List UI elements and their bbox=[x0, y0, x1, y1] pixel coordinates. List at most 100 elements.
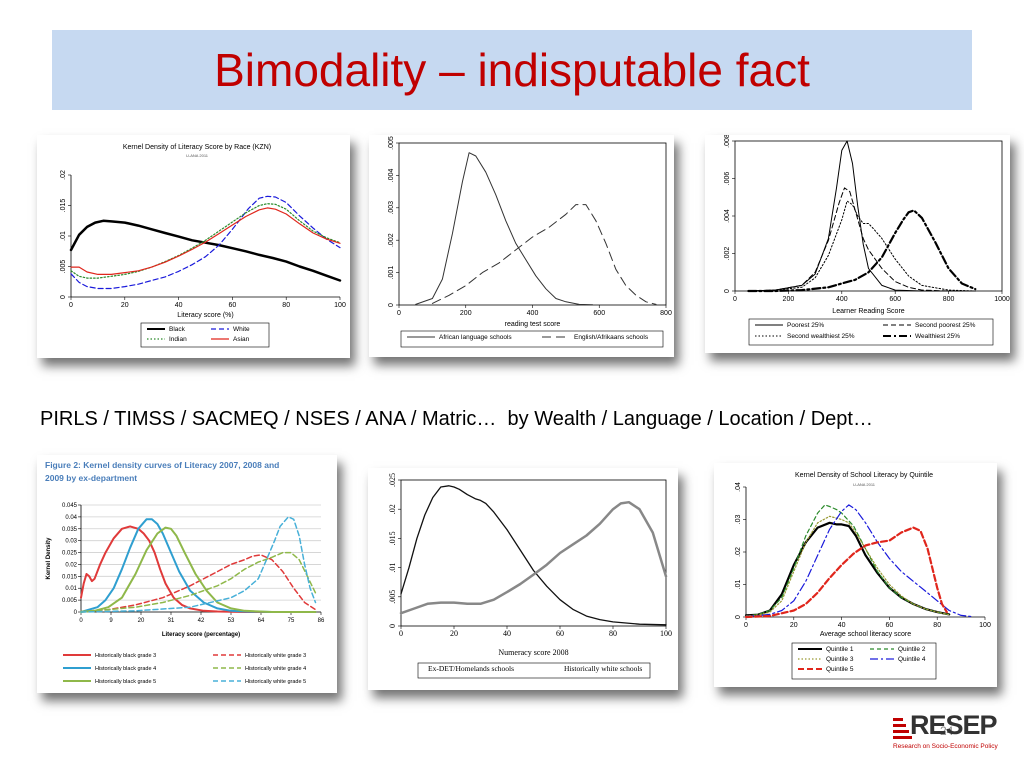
x-tick-label: 9 bbox=[109, 618, 113, 624]
legend-label: Ex-DET/Homelands schools bbox=[428, 664, 514, 673]
chart-title-line: 2009 by ex-department bbox=[45, 473, 137, 483]
x-tick-label: 600 bbox=[593, 310, 605, 317]
series-line-0 bbox=[744, 521, 951, 617]
series-line-2 bbox=[80, 518, 317, 613]
x-tick-label: 0 bbox=[744, 622, 748, 629]
y-tick-label: .005 bbox=[388, 136, 395, 150]
x-tick-label: 100 bbox=[660, 629, 672, 638]
y-tick-label: 0.005 bbox=[62, 598, 78, 604]
chart-race-kzn: 0 20 40 60 80 100 0 .005 .01 .015 .02 Kernel Densit… bbox=[60, 144, 346, 348]
y-tick-label: 0.04 bbox=[65, 515, 77, 521]
chart-panel-quintile: 0 20 40 60 80 100 0 .01 .02 .03 .04 Kernel Density … bbox=[714, 463, 997, 687]
y-tick-label: .04 bbox=[735, 482, 742, 492]
y-tick-label: 0.02 bbox=[65, 562, 77, 568]
chart-numeracy: 0 20 40 60 80 100 0 .005 .01 .015 .02 .025 Numeracy … bbox=[388, 473, 672, 679]
legend-label: Quintile 5 bbox=[826, 666, 854, 673]
chart-reading-language: 0 200 400 600 800 0 .001 .002 .003 .004 .005 readin… bbox=[388, 136, 672, 348]
y-tick-label: .004 bbox=[724, 209, 731, 223]
x-tick-label: 0 bbox=[69, 302, 73, 309]
series-line-2 bbox=[70, 203, 341, 279]
x-tick-label: 60 bbox=[886, 622, 894, 629]
legend-label: Quintile 2 bbox=[898, 646, 926, 653]
x-tick-label: 100 bbox=[979, 622, 991, 629]
y-tick-label: 0.01 bbox=[65, 586, 77, 592]
x-tick-label: 86 bbox=[318, 618, 325, 624]
x-tick-label: 40 bbox=[503, 629, 511, 638]
legend-box bbox=[140, 322, 270, 348]
y-tick-label: .005 bbox=[388, 590, 397, 604]
series-line-1 bbox=[80, 554, 317, 613]
legend-label: Historically black grade 3 bbox=[95, 653, 156, 659]
y-tick-label: 0.045 bbox=[62, 503, 78, 509]
x-tick-label: 53 bbox=[228, 618, 235, 624]
y-tick-label: 0 bbox=[74, 610, 78, 616]
x-tick-label: 40 bbox=[175, 302, 183, 309]
plot-frame bbox=[398, 142, 667, 306]
y-tick-label: .003 bbox=[388, 201, 395, 215]
legend-label: Historically black grade 4 bbox=[95, 666, 156, 672]
legend-label: Black bbox=[169, 326, 186, 333]
x-axis-label: Literacy score (percentage) bbox=[162, 632, 240, 638]
series-line-0 bbox=[69, 219, 342, 282]
x-tick-label: 20 bbox=[138, 618, 145, 624]
x-tick-label: 42 bbox=[198, 618, 205, 624]
y-tick-label: .01 bbox=[60, 231, 67, 241]
x-tick-label: 40 bbox=[838, 622, 846, 629]
legend-label: English/Afrikaans schools bbox=[574, 334, 649, 341]
x-tick-label: 600 bbox=[889, 296, 901, 303]
y-tick-label: .001 bbox=[388, 266, 395, 280]
y-tick-label: 0.03 bbox=[65, 539, 77, 545]
series-line-3 bbox=[70, 207, 341, 275]
x-tick-label: 200 bbox=[783, 296, 795, 303]
legend-label: Quintile 3 bbox=[826, 656, 854, 663]
y-tick-label: .002 bbox=[724, 247, 731, 261]
x-axis-label: Learner Reading Score bbox=[832, 308, 904, 315]
chart-panel-reading-language: 0 200 400 600 800 0 .001 .002 .003 .004 .005 readin… bbox=[369, 135, 674, 357]
legend-label: Historically white grade 3 bbox=[245, 653, 306, 659]
y-tick-label: 0 bbox=[60, 295, 67, 299]
chart-title: Kernel Density of School Literacy by Qui… bbox=[795, 472, 933, 479]
series-line-4 bbox=[80, 526, 317, 613]
legend-label: White bbox=[233, 326, 250, 333]
x-tick-label: 0 bbox=[79, 618, 83, 624]
series-line-3 bbox=[745, 504, 974, 618]
slide-number: 24 bbox=[940, 724, 954, 738]
series-line-4 bbox=[744, 526, 948, 619]
series-line-3 bbox=[747, 209, 977, 293]
x-tick-label: 80 bbox=[933, 622, 941, 629]
legend-label: Historically white schools bbox=[564, 664, 642, 673]
series-line-0 bbox=[400, 485, 667, 626]
x-tick-label: 20 bbox=[790, 622, 798, 629]
x-tick-label: 80 bbox=[609, 629, 617, 638]
y-tick-label: .01 bbox=[735, 580, 742, 590]
x-axis-label: Average school literacy score bbox=[820, 631, 911, 638]
legend-label: Historically white grade 5 bbox=[245, 679, 306, 685]
series-line-2 bbox=[747, 200, 976, 292]
legend-label: Second poorest 25% bbox=[915, 322, 976, 329]
chart-panel-numeracy: 0 20 40 60 80 100 0 .005 .01 .015 .02 .025 Numeracy … bbox=[368, 468, 678, 690]
legend-label: Asian bbox=[233, 336, 250, 343]
x-tick-label: 80 bbox=[282, 302, 290, 309]
series-line-0 bbox=[80, 525, 317, 613]
legend-label: Second wealthiest 25% bbox=[787, 333, 855, 340]
x-axis-label: Literacy score (%) bbox=[177, 312, 233, 319]
x-tick-label: 0 bbox=[733, 296, 737, 303]
y-tick-label: 0.035 bbox=[62, 527, 78, 533]
chart-subtitle: U-ANA 2011 bbox=[853, 482, 876, 487]
x-tick-label: 20 bbox=[121, 302, 129, 309]
y-tick-label: 0.025 bbox=[62, 551, 78, 557]
y-tick-label: 0.015 bbox=[62, 574, 78, 580]
y-tick-label: .03 bbox=[735, 515, 742, 525]
y-tick-label: .01 bbox=[388, 563, 397, 573]
legend-label: Quintile 4 bbox=[898, 656, 926, 663]
chart-panel-reading-wealth: 0 200 400 600 800 1000 0 .002 .004 .006 .008 Learne… bbox=[705, 135, 1010, 353]
x-tick-label: 800 bbox=[660, 310, 672, 317]
chart-subtitle: U-ANA 2011 bbox=[186, 153, 209, 158]
logo-subtitle: Research on Socio-Economic Policy bbox=[893, 743, 998, 750]
x-axis-label: reading test score bbox=[505, 321, 561, 328]
series-line-1 bbox=[70, 195, 341, 290]
logo-text: RESEP bbox=[910, 710, 998, 740]
legend-box bbox=[748, 318, 994, 346]
chart-reading-wealth: 0 200 400 600 800 1000 0 .002 .004 .006 .008 Learne… bbox=[724, 135, 1010, 346]
x-tick-label: 64 bbox=[258, 618, 265, 624]
